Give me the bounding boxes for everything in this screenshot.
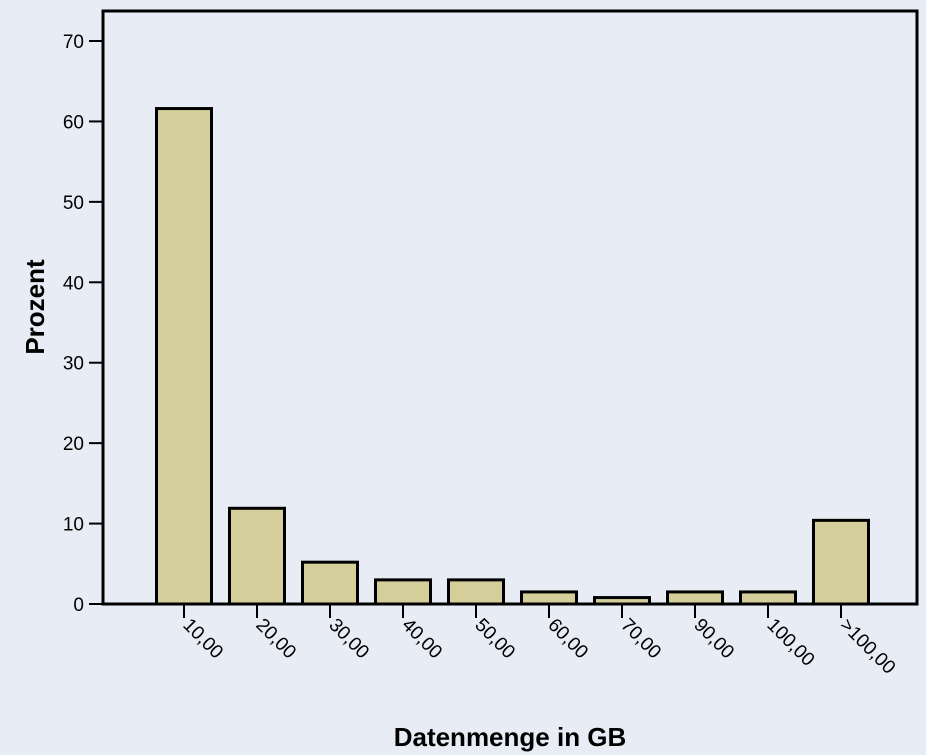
x-tick-label: 10,00 xyxy=(178,615,226,663)
bar xyxy=(593,596,651,606)
y-axis-title: Prozent xyxy=(20,259,50,355)
x-tick-label: 60,00 xyxy=(543,615,591,663)
x-tick-label: >100,00 xyxy=(835,615,899,679)
bar xyxy=(228,506,286,606)
y-tick-label: 40 xyxy=(63,273,84,294)
y-tick-label: 60 xyxy=(63,112,84,133)
x-tick-label: 90,00 xyxy=(689,615,737,663)
y-axis: 0 10 20 30 40 50 60 70 xyxy=(63,32,103,616)
plot-area-frame xyxy=(101,9,919,606)
x-tick-label: 70,00 xyxy=(616,615,664,663)
bar xyxy=(374,578,432,606)
bar xyxy=(155,107,213,606)
bar xyxy=(520,590,578,606)
bar xyxy=(739,590,797,606)
bar xyxy=(447,578,505,606)
x-axis: 10,00 20,00 30,00 40,00 50,00 60,00 70,00 90,00… xyxy=(178,604,899,678)
bar xyxy=(812,518,870,606)
y-tick-label: 20 xyxy=(63,434,84,455)
y-tick-label: 50 xyxy=(63,193,84,214)
y-tick-label: 30 xyxy=(63,354,84,375)
x-axis-title: Datenmenge in GB xyxy=(394,722,627,752)
x-tick-label: 100,00 xyxy=(762,615,818,671)
y-tick-label: 70 xyxy=(63,32,84,53)
x-tick-label: 40,00 xyxy=(397,615,445,663)
x-tick-label: 50,00 xyxy=(470,615,518,663)
bar xyxy=(666,590,724,606)
x-tick-label: 20,00 xyxy=(251,615,299,663)
x-tick-label: 30,00 xyxy=(324,615,372,663)
bar xyxy=(301,560,359,606)
y-tick-label: 0 xyxy=(73,595,84,616)
y-tick-label: 10 xyxy=(63,515,84,536)
bars xyxy=(155,107,870,606)
